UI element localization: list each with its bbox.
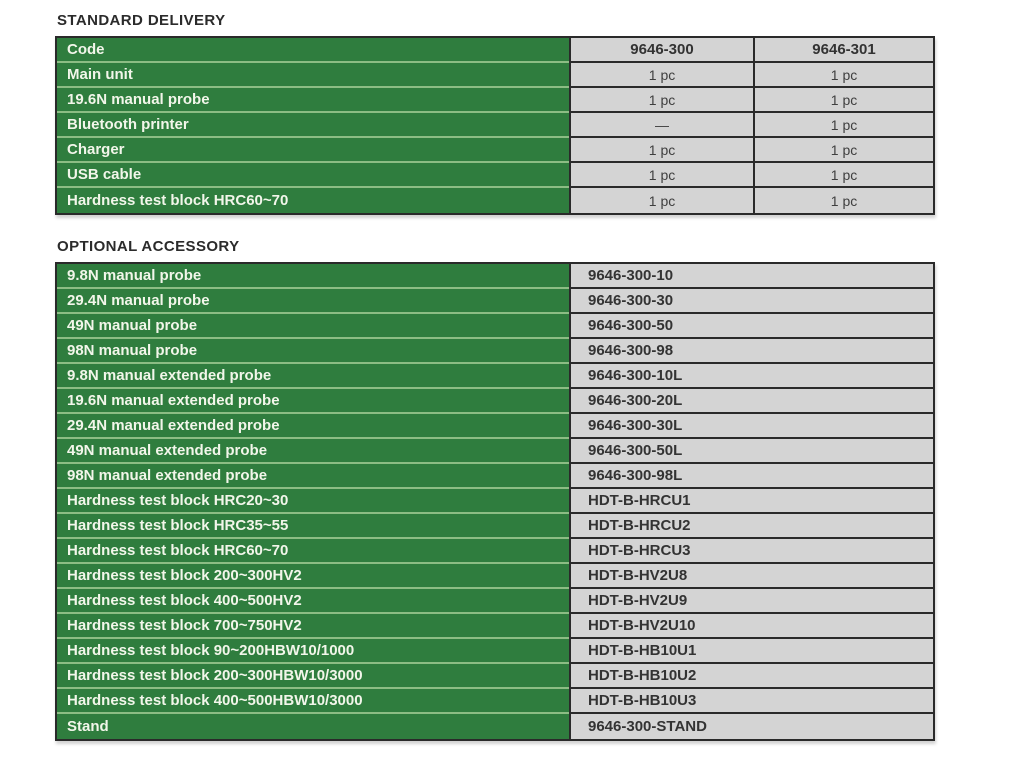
- item-label-cell: 19.6N manual extended probe: [57, 389, 569, 414]
- code-cell: 9646-300-10L: [569, 364, 933, 389]
- table-row: Hardness test block 700~750HV2 HDT-B-HV2…: [57, 614, 933, 639]
- code-cell: HDT-B-HV2U9: [569, 589, 933, 614]
- model-9646-300-header-cell: 9646-300: [569, 38, 753, 63]
- code-cell: 9646-300-50: [569, 314, 933, 339]
- table-header-row: Code 9646-300 9646-301: [57, 38, 933, 63]
- item-label-cell: Main unit: [57, 63, 569, 88]
- qty-cell: 1 pc: [753, 138, 933, 163]
- item-label-cell: Bluetooth printer: [57, 113, 569, 138]
- model-9646-301-header-cell: 9646-301: [753, 38, 933, 63]
- item-label-cell: Hardness test block 400~500HV2: [57, 589, 569, 614]
- qty-cell: 1 pc: [753, 63, 933, 88]
- qty-cell: 1 pc: [753, 113, 933, 138]
- qty-cell: 1 pc: [753, 163, 933, 188]
- item-label-cell: Stand: [57, 714, 569, 739]
- standard-delivery-table: Code 9646-300 9646-301 Main unit 1 pc 1 …: [55, 36, 935, 215]
- item-label-cell: Charger: [57, 138, 569, 163]
- item-label-cell: Hardness test block 90~200HBW10/1000: [57, 639, 569, 664]
- table-row: USB cable 1 pc 1 pc: [57, 163, 933, 188]
- standard-delivery-heading: STANDARD DELIVERY: [57, 12, 226, 29]
- item-label-cell: 98N manual extended probe: [57, 464, 569, 489]
- table-row: Hardness test block 200~300HV2 HDT-B-HV2…: [57, 564, 933, 589]
- item-label-cell: 29.4N manual extended probe: [57, 414, 569, 439]
- item-label-cell: Hardness test block 200~300HBW10/3000: [57, 664, 569, 689]
- item-label-cell: 9.8N manual probe: [57, 264, 569, 289]
- table-row: 19.6N manual extended probe 9646-300-20L: [57, 389, 933, 414]
- code-cell: 9646-300-10: [569, 264, 933, 289]
- item-label-cell: 49N manual extended probe: [57, 439, 569, 464]
- item-label-cell: Hardness test block 700~750HV2: [57, 614, 569, 639]
- code-cell: 9646-300-98L: [569, 464, 933, 489]
- table-row: Hardness test block HRC20~30 HDT-B-HRCU1: [57, 489, 933, 514]
- code-cell: 9646-300-30L: [569, 414, 933, 439]
- code-cell: HDT-B-HV2U8: [569, 564, 933, 589]
- table-row: Hardness test block HRC60~70 1 pc 1 pc: [57, 188, 933, 213]
- table-row: 49N manual extended probe 9646-300-50L: [57, 439, 933, 464]
- table-row: Stand 9646-300-STAND: [57, 714, 933, 739]
- qty-cell: 1 pc: [753, 188, 933, 213]
- table-row: 9.8N manual extended probe 9646-300-10L: [57, 364, 933, 389]
- table-row: 29.4N manual probe 9646-300-30: [57, 289, 933, 314]
- table-row: 9.8N manual probe 9646-300-10: [57, 264, 933, 289]
- table-row: 29.4N manual extended probe 9646-300-30L: [57, 414, 933, 439]
- code-cell: HDT-B-HB10U3: [569, 689, 933, 714]
- optional-accessory-table: 9.8N manual probe 9646-300-10 29.4N manu…: [55, 262, 935, 741]
- code-cell: 9646-300-30: [569, 289, 933, 314]
- code-cell: HDT-B-HV2U10: [569, 614, 933, 639]
- qty-cell: 1 pc: [569, 88, 753, 113]
- table-row: Hardness test block 400~500HV2 HDT-B-HV2…: [57, 589, 933, 614]
- item-label-cell: 29.4N manual probe: [57, 289, 569, 314]
- table-row: 98N manual probe 9646-300-98: [57, 339, 933, 364]
- item-label-cell: 19.6N manual probe: [57, 88, 569, 113]
- table-row: Main unit 1 pc 1 pc: [57, 63, 933, 88]
- code-cell: HDT-B-HRCU1: [569, 489, 933, 514]
- table-row: Hardness test block 200~300HBW10/3000 HD…: [57, 664, 933, 689]
- table-row: 98N manual extended probe 9646-300-98L: [57, 464, 933, 489]
- code-cell: 9646-300-20L: [569, 389, 933, 414]
- item-label-cell: 9.8N manual extended probe: [57, 364, 569, 389]
- item-label-cell: Hardness test block HRC60~70: [57, 539, 569, 564]
- qty-cell: 1 pc: [569, 138, 753, 163]
- item-label-cell: 98N manual probe: [57, 339, 569, 364]
- table-row: 49N manual probe 9646-300-50: [57, 314, 933, 339]
- qty-cell: 1 pc: [753, 88, 933, 113]
- qty-cell: 1 pc: [569, 188, 753, 213]
- code-cell: HDT-B-HRCU2: [569, 514, 933, 539]
- code-cell: HDT-B-HB10U2: [569, 664, 933, 689]
- item-label-cell: Hardness test block HRC20~30: [57, 489, 569, 514]
- code-cell: HDT-B-HB10U1: [569, 639, 933, 664]
- table-row: Hardness test block 400~500HBW10/3000 HD…: [57, 689, 933, 714]
- table-row: Hardness test block HRC35~55 HDT-B-HRCU2: [57, 514, 933, 539]
- code-cell: HDT-B-HRCU3: [569, 539, 933, 564]
- optional-accessory-heading: OPTIONAL ACCESSORY: [57, 238, 240, 255]
- item-label-cell: Hardness test block 200~300HV2: [57, 564, 569, 589]
- qty-cell: 1 pc: [569, 163, 753, 188]
- item-label-cell: 49N manual probe: [57, 314, 569, 339]
- table-row: Charger 1 pc 1 pc: [57, 138, 933, 163]
- item-label-cell: Hardness test block HRC35~55: [57, 514, 569, 539]
- item-label-cell: USB cable: [57, 163, 569, 188]
- qty-cell: 1 pc: [569, 63, 753, 88]
- code-header-cell: Code: [57, 38, 569, 63]
- table-row: Bluetooth printer — 1 pc: [57, 113, 933, 138]
- qty-cell: —: [569, 113, 753, 138]
- item-label-cell: Hardness test block 400~500HBW10/3000: [57, 689, 569, 714]
- table-row: Hardness test block 90~200HBW10/1000 HDT…: [57, 639, 933, 664]
- code-cell: 9646-300-50L: [569, 439, 933, 464]
- table-row: 19.6N manual probe 1 pc 1 pc: [57, 88, 933, 113]
- code-cell: 9646-300-STAND: [569, 714, 933, 739]
- table-row: Hardness test block HRC60~70 HDT-B-HRCU3: [57, 539, 933, 564]
- item-label-cell: Hardness test block HRC60~70: [57, 188, 569, 213]
- code-cell: 9646-300-98: [569, 339, 933, 364]
